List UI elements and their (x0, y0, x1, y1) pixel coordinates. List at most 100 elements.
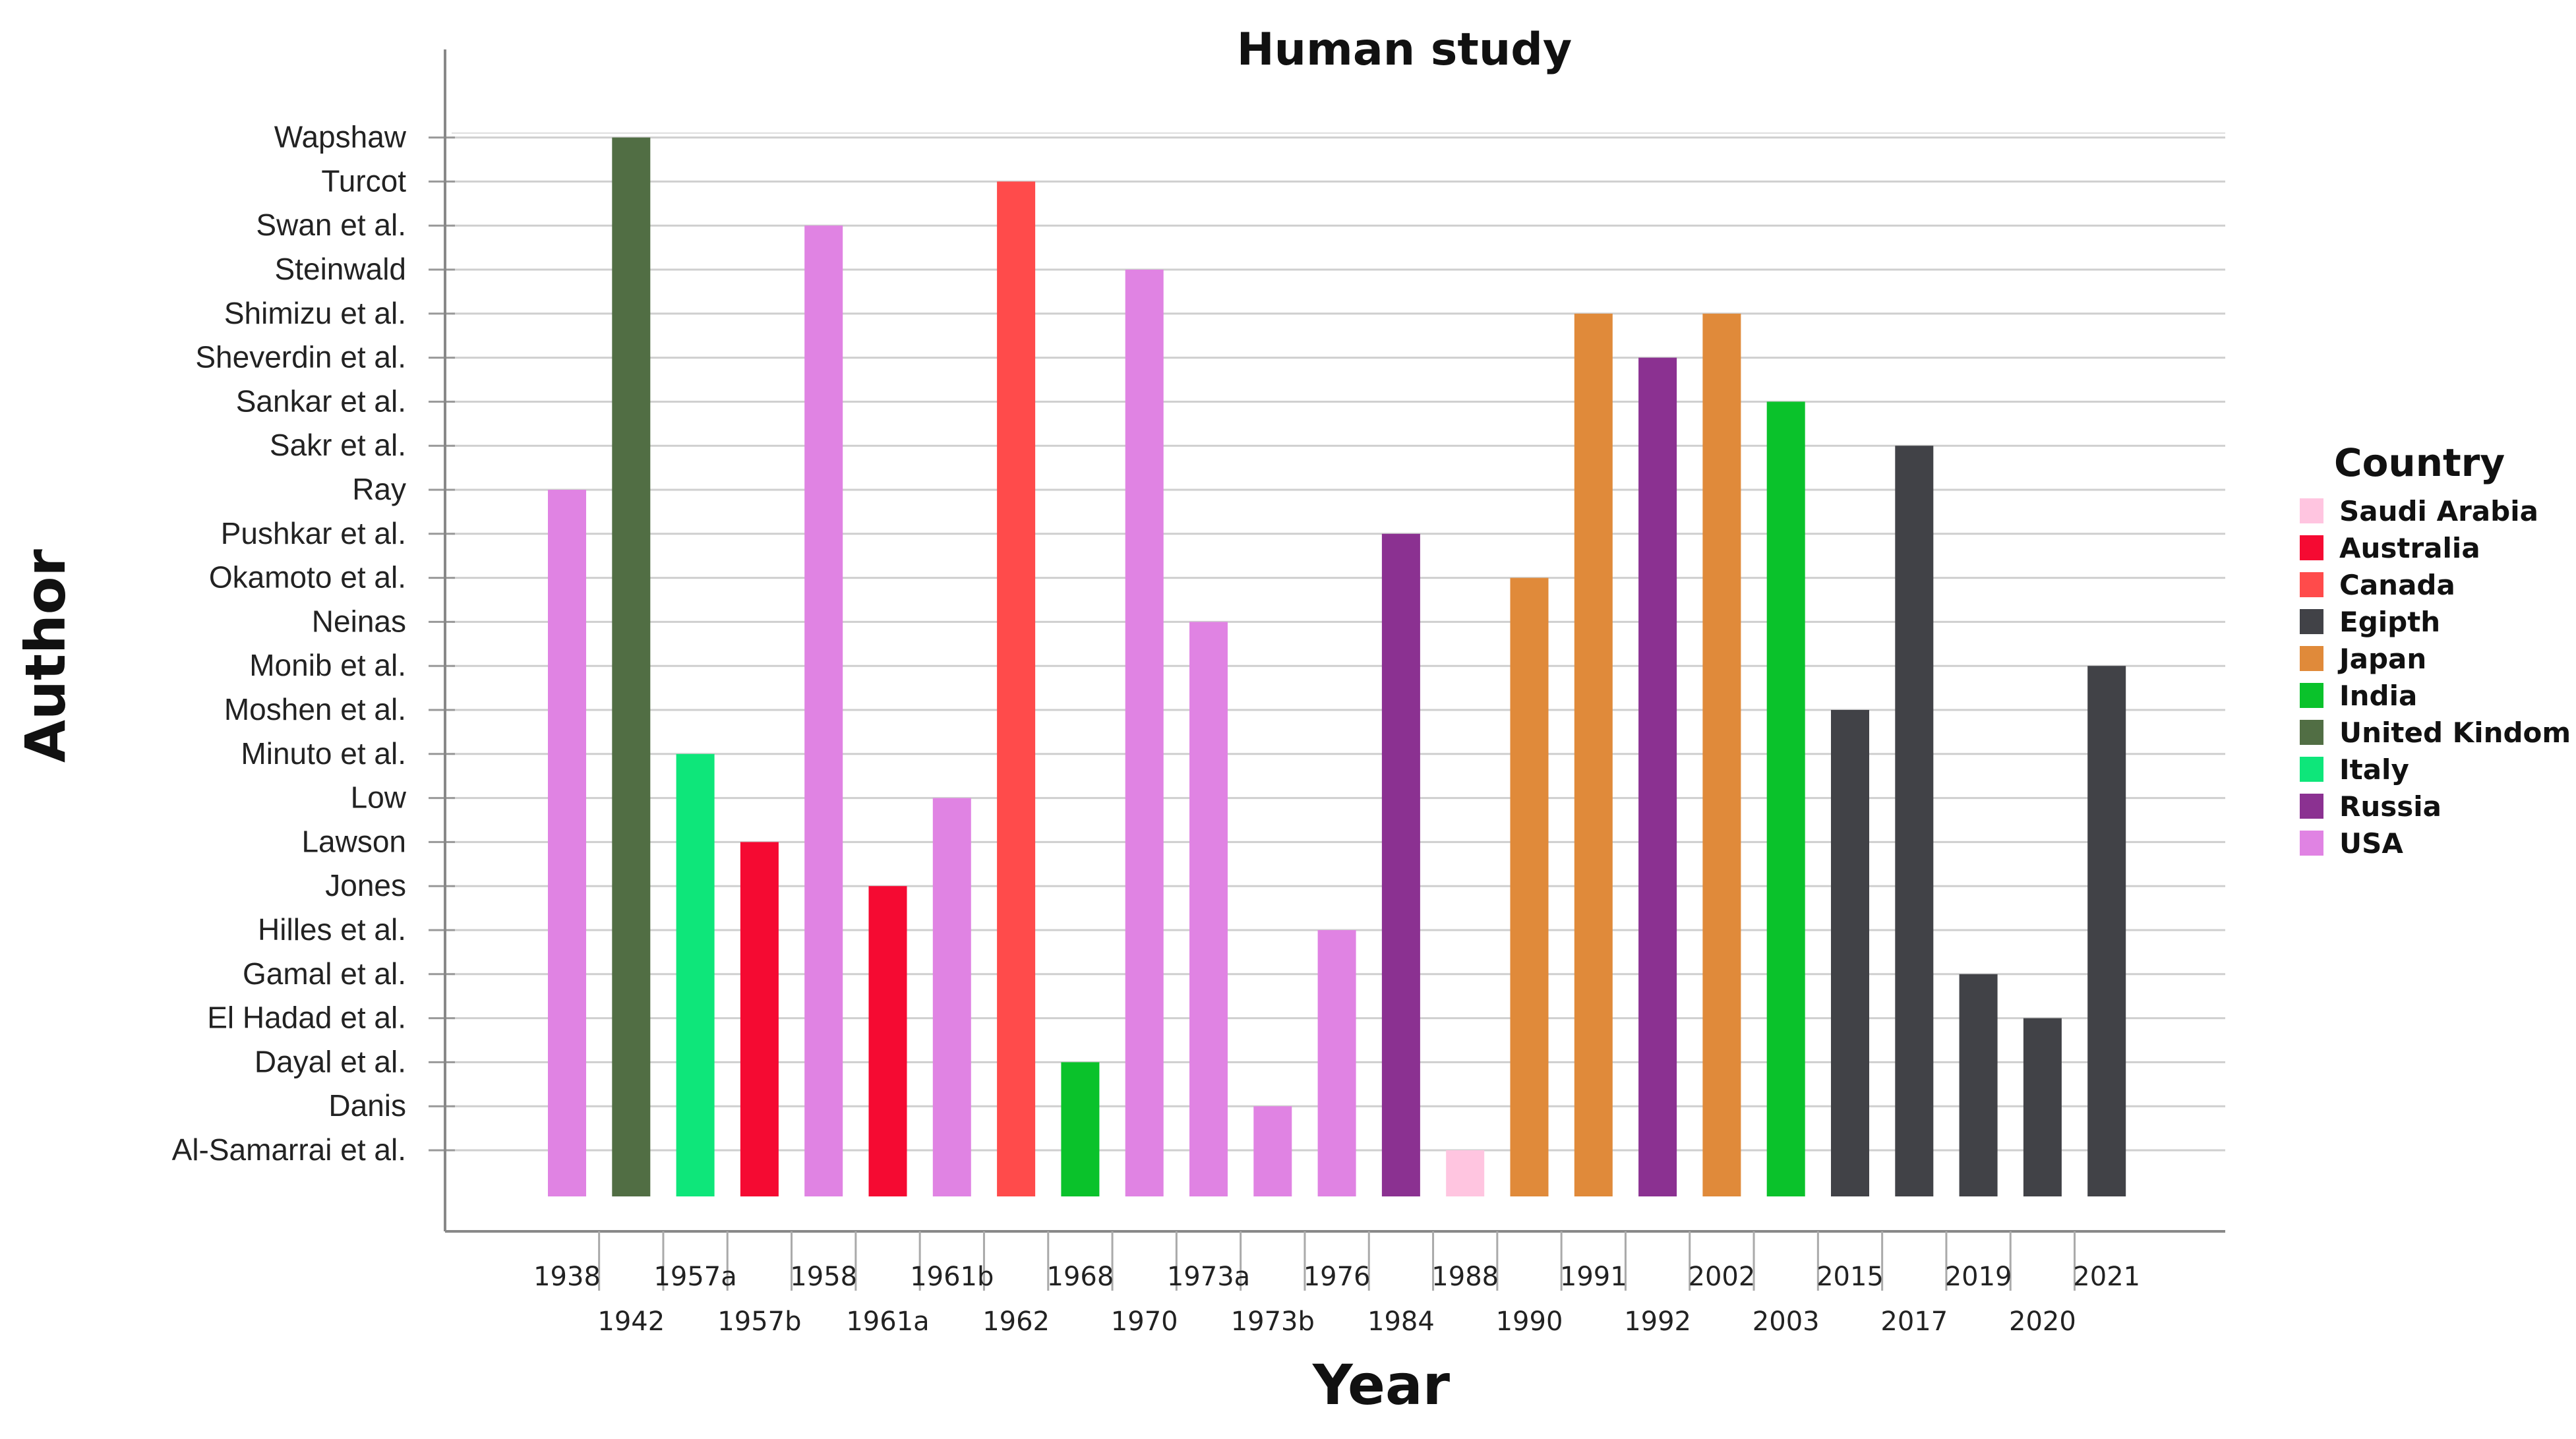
bar (932, 798, 971, 1196)
legend-label: Australia (2339, 532, 2480, 564)
y-tick-label: Sankar et al. (236, 384, 406, 418)
y-tick-label: Dayal et al. (255, 1044, 406, 1078)
bar (804, 225, 843, 1197)
legend-label: Japan (2337, 643, 2426, 675)
bar (1702, 313, 1741, 1196)
bar (2023, 1018, 2062, 1196)
x-tick-label: 2015 (1816, 1262, 1884, 1292)
bar (868, 886, 907, 1196)
bar (548, 490, 586, 1196)
x-tick-label: 1976 (1303, 1262, 1371, 1292)
x-tick-label: 1957a (653, 1262, 736, 1292)
x-tick-label: 1942 (597, 1307, 665, 1337)
y-tick-label: Al-Samarrai et al. (172, 1132, 406, 1167)
y-tick-label: Monib et al. (249, 648, 406, 682)
bar (1253, 1106, 1292, 1196)
y-tick-label: Neinas (312, 604, 406, 638)
x-tick-label: 2002 (1689, 1262, 1756, 1292)
legend-swatch (2300, 498, 2323, 523)
legend: Country Saudi Arabia Australia Canada Egipt… (2300, 440, 2571, 860)
bar (1446, 1150, 1485, 1196)
bar (1189, 622, 1228, 1196)
x-tick-label: 1973a (1167, 1262, 1250, 1292)
x-tick-label: 1973b (1231, 1307, 1315, 1337)
legend-label: United Kindom (2339, 717, 2571, 749)
y-axis-title: Author (13, 548, 78, 762)
y-tick-label: Wapshaw (274, 120, 407, 154)
y-tick-label: Turcot (321, 163, 406, 198)
x-axis-labels: 1938 1942 1957a 1957b 1958 1961a 1961b 1962 1968… (533, 1262, 2140, 1337)
y-tick-label: Ray (352, 472, 406, 506)
legend-label: Italy (2339, 753, 2409, 786)
x-tick-label: 1992 (1624, 1307, 1691, 1337)
x-tick-label: 1961a (846, 1307, 929, 1337)
bar (1895, 446, 1934, 1197)
x-tick-label: 2017 (1880, 1307, 1948, 1337)
axes (444, 49, 2225, 1291)
x-tick-label: 2019 (1945, 1262, 2012, 1292)
legend-swatch (2300, 794, 2323, 819)
bar (1959, 974, 1998, 1196)
bar (676, 753, 715, 1196)
x-tick-label: 1991 (1560, 1262, 1627, 1292)
y-tick-label: Shimizu et al. (224, 296, 406, 330)
bar (997, 181, 1036, 1196)
legend-label: Egipth (2339, 606, 2440, 638)
bar (612, 137, 651, 1197)
bar (1125, 270, 1164, 1196)
y-tick-label: Sakr et al. (270, 428, 406, 462)
bar (1638, 357, 1677, 1196)
x-tick-label: 2021 (2073, 1262, 2140, 1292)
bar (2087, 666, 2126, 1196)
chart-title: Human study (1237, 24, 1573, 76)
y-tick-label: Moshen et al. (224, 692, 406, 726)
y-tick-label: Gamal et al. (243, 956, 406, 991)
bar (1061, 1062, 1100, 1196)
y-axis-ticks (429, 136, 455, 1152)
bar (1317, 930, 1356, 1196)
legend-swatch (2300, 572, 2323, 597)
x-tick-label: 1938 (533, 1262, 601, 1292)
y-axis-labels: Al-Samarrai et al. Danis Dayal et al. El Ha… (172, 120, 407, 1167)
x-axis-title: Year (1312, 1353, 1451, 1417)
legend-label: India (2339, 680, 2417, 712)
x-tick-label: 1988 (1431, 1262, 1499, 1292)
y-tick-label: Minuto et al. (241, 736, 406, 771)
legend-swatch (2300, 720, 2323, 745)
legend-label: Canada (2339, 569, 2455, 601)
x-tick-label: 2020 (2009, 1307, 2076, 1337)
y-tick-label: Lawson (301, 824, 406, 858)
y-tick-label: Danis (328, 1088, 406, 1123)
x-tick-label: 1968 (1047, 1262, 1114, 1292)
legend-swatch (2300, 831, 2323, 856)
legend-swatch (2300, 683, 2323, 708)
x-tick-label: 1990 (1496, 1307, 1563, 1337)
x-tick-label: 1984 (1367, 1307, 1435, 1337)
legend-swatch (2300, 757, 2323, 782)
y-tick-label: El Hadad et al. (207, 1001, 406, 1035)
x-tick-label: 1970 (1111, 1307, 1178, 1337)
bar (1574, 313, 1613, 1196)
y-tick-label: Jones (325, 868, 406, 902)
x-tick-label: 2003 (1752, 1307, 1820, 1337)
y-tick-label: Sheverdin et al. (195, 340, 406, 374)
legend-label: USA (2339, 827, 2403, 860)
bar (740, 842, 779, 1196)
y-tick-label: Steinwald (275, 252, 406, 286)
x-tick-label: 1957b (717, 1307, 801, 1337)
y-tick-label: Pushkar et al. (221, 516, 406, 550)
legend-label: Saudi Arabia (2339, 495, 2538, 527)
bar (1831, 710, 1869, 1196)
bars (548, 137, 2126, 1197)
y-tick-label: Hilles et al. (258, 912, 406, 947)
bar (1766, 401, 1805, 1196)
x-tick-label: 1958 (790, 1262, 857, 1292)
y-tick-label: Okamoto et al. (209, 560, 406, 595)
y-tick-label: Low (351, 780, 407, 815)
x-tick-label: 1961b (910, 1262, 994, 1292)
legend-swatch (2300, 646, 2323, 671)
legend-swatch (2300, 609, 2323, 634)
y-tick-label: Swan et al. (256, 208, 406, 242)
legend-swatch (2300, 535, 2323, 560)
